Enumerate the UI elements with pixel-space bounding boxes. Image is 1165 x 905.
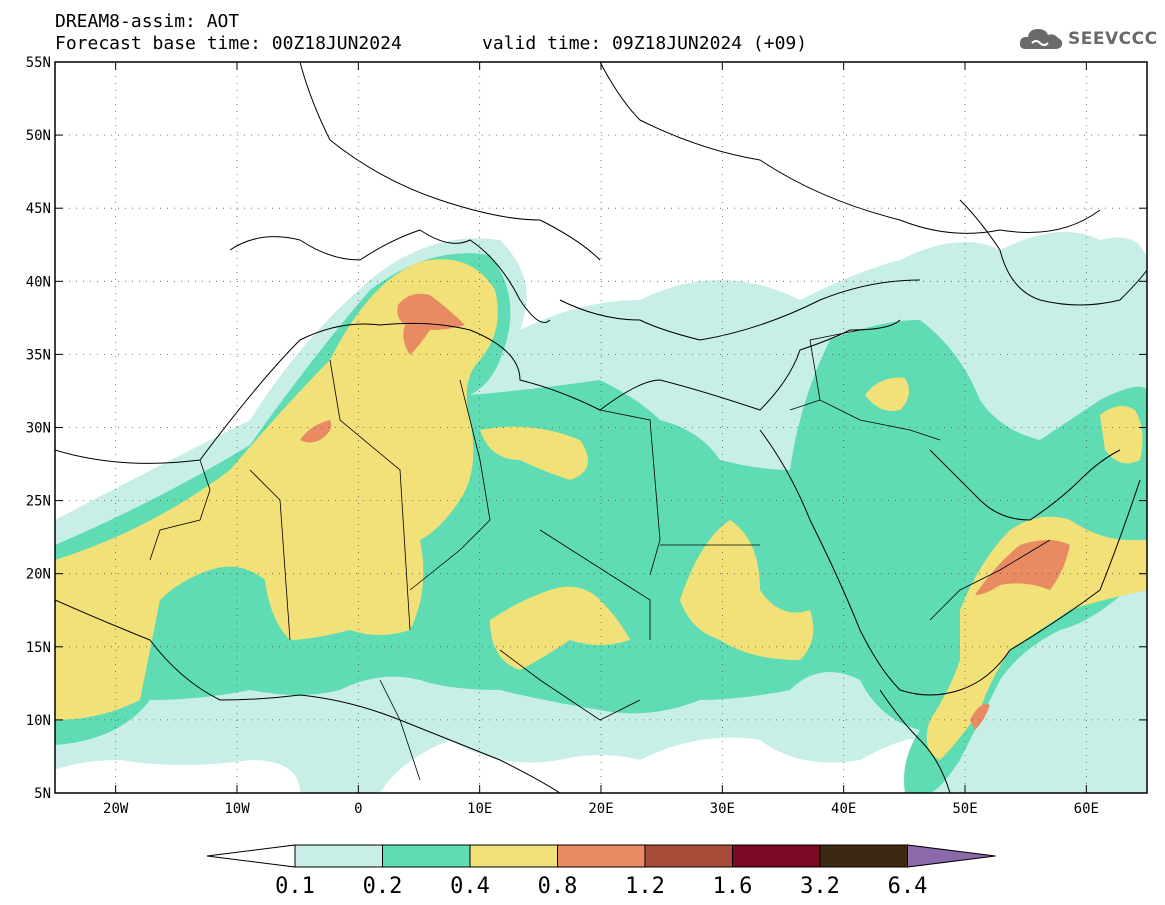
- lat-label: 5N: [34, 786, 51, 802]
- logo-text: SEEVCCC: [1068, 29, 1158, 49]
- lon-label: 60E: [1074, 801, 1099, 817]
- shade-level-0.4: [490, 586, 630, 670]
- colorbar-label: 0.4: [450, 874, 490, 899]
- colorbar-label: 1.2: [625, 874, 665, 899]
- shade-level-0.4: [55, 259, 498, 720]
- shade-level-0.4: [680, 520, 814, 660]
- lon-label: 30E: [710, 801, 735, 817]
- colorbar-label: 3.2: [800, 874, 840, 899]
- colorbar-swatch: [294, 844, 383, 868]
- chart-title: DREAM8-assim: AOT: [55, 11, 240, 32]
- shade-level-0.8: [300, 420, 332, 443]
- coastlines: [55, 62, 1147, 793]
- lon-label: 0: [354, 801, 362, 817]
- shade-level-0.4: [480, 426, 588, 480]
- lat-label: 55N: [26, 55, 51, 71]
- shade-level-0.4: [865, 377, 909, 411]
- colorbar-swatch: [469, 844, 558, 868]
- lat-label: 25N: [26, 494, 51, 510]
- lon-label: 20E: [588, 801, 613, 817]
- country-borders: [149, 329, 1051, 781]
- colorbar-swatch: [644, 844, 733, 868]
- lat-label: 40N: [26, 274, 51, 290]
- colorbar-label: 1.6: [713, 874, 753, 899]
- colorbar-label: 0.2: [363, 874, 403, 899]
- map-grid: [55, 61, 1147, 794]
- lat-label: 50N: [26, 128, 51, 144]
- colorbar-label: 0.1: [275, 874, 315, 899]
- shade-level-0.8: [975, 540, 1070, 595]
- shade-level-0.4: [926, 516, 1147, 760]
- map-axes: 55N 50N 45N 40N 35N 30N 25N 20N 15N 10N 5N 20W 10W 0 1…: [26, 55, 1147, 817]
- colorbar-label: 0.8: [538, 874, 578, 899]
- colorbar-swatch: [382, 844, 471, 868]
- cloud-icon: [1019, 29, 1063, 49]
- colorbar: 0.1 0.2 0.4 0.8 1.2 1.6 3.2 6.4: [206, 844, 996, 899]
- colorbar-swatch: [557, 844, 646, 868]
- lon-label: 10E: [467, 801, 492, 817]
- valid-time: valid time: 09Z18JUN2024 (+09): [482, 33, 808, 54]
- lon-label: 50E: [952, 801, 977, 817]
- seevccc-logo: SEEVCCC: [1018, 24, 1158, 54]
- lat-label: 45N: [26, 201, 51, 217]
- shade-level-0.4: [1100, 406, 1143, 464]
- colorbar-arrow-high: [907, 844, 996, 868]
- shade-level-0.8: [970, 704, 990, 730]
- colorbar-swatch: [819, 844, 908, 868]
- colorbar-label: 6.4: [888, 874, 928, 899]
- lon-label: 40E: [831, 801, 856, 817]
- forecast-base-time: Forecast base time: 00Z18JUN2024: [55, 33, 402, 54]
- lon-label: 10W: [224, 801, 250, 817]
- lon-label: 20W: [103, 801, 129, 817]
- lat-label: 30N: [26, 421, 51, 437]
- lat-label: 20N: [26, 567, 51, 583]
- lat-label: 10N: [26, 713, 51, 729]
- colorbar-swatch: [732, 844, 821, 868]
- colorbar-arrow-low: [206, 844, 296, 868]
- lat-label: 15N: [26, 640, 51, 656]
- lat-label: 35N: [26, 347, 51, 363]
